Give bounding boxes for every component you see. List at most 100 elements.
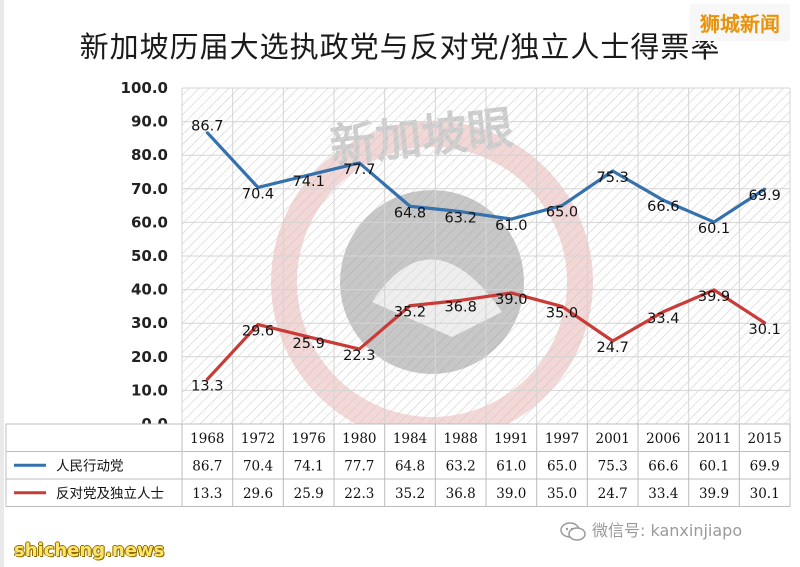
x-tick-label: 1980	[342, 431, 376, 447]
table-cell: 29.6	[243, 486, 273, 502]
data-label: 64.8	[394, 205, 426, 221]
y-tick-label: 10.0	[131, 381, 168, 399]
data-label: 35.0	[546, 305, 578, 321]
data-point	[611, 339, 615, 343]
data-table	[5, 423, 791, 507]
wechat-watermark: 微信号: kanxinjiapo	[560, 518, 742, 544]
data-point	[509, 291, 513, 295]
x-tick-label: 2011	[697, 431, 731, 447]
data-label: 70.4	[242, 186, 274, 202]
stamp-lion-shape	[372, 259, 502, 337]
y-tick-label: 50.0	[131, 247, 168, 265]
table-cell: 39.9	[699, 486, 729, 502]
series-line-opposition	[206, 288, 766, 381]
data-point	[712, 220, 716, 224]
legend-label: 人民行动党	[56, 458, 124, 474]
table-cell: 70.4	[243, 458, 273, 474]
data-label: 39.0	[495, 292, 527, 308]
data-point	[611, 169, 615, 173]
data-label: 33.4	[647, 311, 679, 327]
x-tick-label: 1997	[545, 431, 579, 447]
data-point	[307, 173, 311, 177]
chart-title: 新加坡历届大选执政党与反对党/独立人士得票率	[79, 30, 721, 64]
data-point	[560, 204, 564, 208]
data-point	[357, 347, 361, 351]
x-tick-label: 1972	[241, 431, 275, 447]
data-label: 74.1	[293, 174, 325, 190]
data-label: 75.3	[597, 170, 629, 186]
data-point	[256, 323, 260, 327]
y-tick-label: 90.0	[131, 113, 168, 131]
data-label: 22.3	[343, 348, 375, 364]
data-point	[459, 210, 463, 214]
table-cell: 24.7	[598, 486, 628, 502]
data-point	[256, 185, 260, 189]
data-point	[712, 288, 716, 292]
data-point	[763, 187, 767, 191]
x-tick-label: 1976	[291, 431, 325, 447]
corner-logo: 狮城新闻	[690, 4, 790, 41]
table-cell: 74.1	[294, 458, 324, 474]
y-tick-label: 100.0	[121, 79, 168, 97]
y-tick-label: 70.0	[131, 180, 168, 198]
data-label: 69.9	[749, 188, 781, 204]
table-cell: 66.6	[648, 458, 678, 474]
table-cell: 25.9	[294, 486, 324, 502]
table-cell: 61.0	[496, 458, 526, 474]
y-tick-label: 30.0	[131, 314, 168, 332]
table-cell: 86.7	[192, 458, 222, 474]
left-edge-rule	[0, 0, 4, 567]
table-cell: 77.7	[344, 458, 374, 474]
table-cell: 30.1	[750, 486, 780, 502]
y-tick-label: 20.0	[131, 348, 168, 366]
data-label: 25.9	[293, 336, 325, 352]
data-label: 39.9	[698, 289, 730, 305]
data-label: 13.3	[191, 378, 223, 394]
x-tick-label: 2015	[747, 431, 781, 447]
y-tick-label: 40.0	[131, 281, 168, 299]
table-cell: 60.1	[699, 458, 729, 474]
data-point	[408, 204, 412, 208]
wechat-icon	[560, 521, 586, 541]
table-cell: 22.3	[344, 486, 374, 502]
data-label: 30.1	[749, 322, 781, 338]
data-point	[205, 131, 209, 135]
x-tick-label: 1988	[443, 431, 477, 447]
data-point	[763, 321, 767, 325]
data-point	[459, 298, 463, 302]
data-label: 66.6	[647, 199, 679, 215]
data-point	[205, 377, 209, 381]
table-cell: 13.3	[192, 486, 222, 502]
data-point	[307, 335, 311, 339]
data-label: 29.6	[242, 324, 274, 340]
x-tick-label: 1991	[494, 431, 528, 447]
data-label: 36.8	[445, 299, 477, 315]
data-point	[661, 198, 665, 202]
data-label: 86.7	[191, 119, 223, 135]
data-label: 24.7	[597, 340, 629, 356]
table-cell: 75.3	[598, 458, 628, 474]
table-cell: 35.0	[547, 486, 577, 502]
data-point	[357, 161, 361, 165]
x-tick-label: 1984	[393, 431, 427, 447]
table-cell: 36.8	[446, 486, 476, 502]
site-watermark: shicheng.news	[14, 540, 165, 561]
table-cell: 35.2	[395, 486, 425, 502]
table-cell: 69.9	[750, 458, 780, 474]
data-point	[509, 217, 513, 221]
table-cell: 39.0	[496, 486, 526, 502]
data-point	[560, 304, 564, 308]
x-tick-label: 2001	[595, 431, 629, 447]
table-cell: 65.0	[547, 458, 577, 474]
wechat-id: 微信号: kanxinjiapo	[592, 521, 743, 540]
data-label: 63.2	[445, 211, 477, 227]
table-cell: 63.2	[446, 458, 476, 474]
table-cell: 64.8	[395, 458, 425, 474]
data-label: 35.2	[394, 305, 426, 321]
x-tick-label: 1968	[190, 431, 224, 447]
data-label: 61.0	[495, 218, 527, 234]
data-point	[661, 310, 665, 314]
y-tick-label: 60.0	[131, 213, 168, 231]
data-label: 77.7	[343, 162, 375, 178]
y-tick-label: 80.0	[131, 146, 168, 164]
